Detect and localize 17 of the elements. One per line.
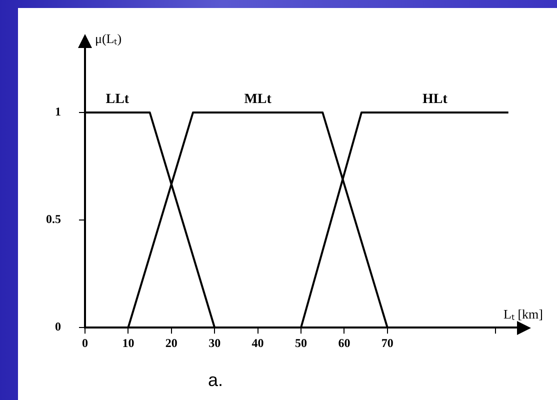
y-tick-label: 0.5 [46,212,61,226]
x-tick-label: 0 [82,336,88,350]
x-tick-label: 30 [208,336,221,350]
series-label: LLt [106,92,130,108]
y-axis-title: μ(Lₜ) [95,30,122,46]
x-axis-title: Lₜ [km] [504,306,543,322]
series-label: HLt [422,92,448,108]
y-tick-label: 0 [55,320,61,334]
y-tick-label: 1 [55,104,61,119]
x-tick-label: 50 [295,336,307,350]
x-tick-label: 60 [338,336,350,350]
x-tick-label: 40 [252,336,264,350]
x-tick-label: 70 [381,336,394,350]
text: a. [208,370,224,391]
series-label: MLt [244,92,272,108]
x-tick-label: 20 [165,336,178,350]
x-tick-label: 10 [122,336,134,350]
